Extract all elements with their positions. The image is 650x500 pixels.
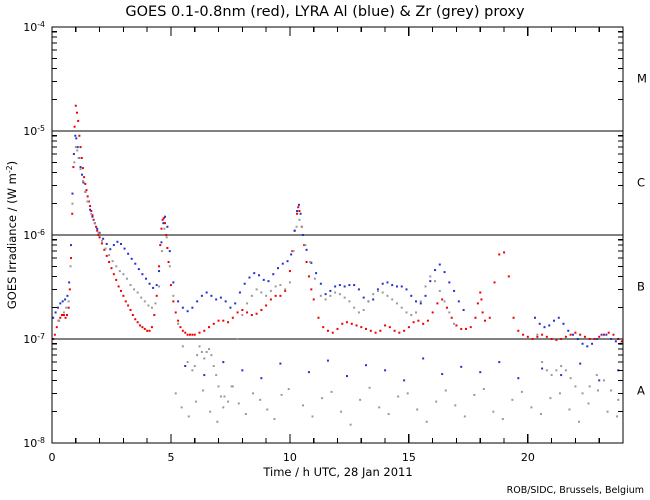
x-axis-ticks xyxy=(51,27,624,443)
y-tick-label: 10-4 xyxy=(23,20,45,34)
y-axis-tick-labels: 10-4 10-5 10-6 10-7 10-8 xyxy=(23,20,45,450)
y-tick-label: 10-6 xyxy=(23,228,45,242)
series-blue xyxy=(184,357,620,382)
x-tick-label: 20 xyxy=(521,451,535,464)
flare-class-labels: M C B A xyxy=(637,71,647,397)
x-tick-label: 10 xyxy=(283,451,297,464)
chart-title: GOES 0.1-0.8nm (red), LYRA Al (blue) & Z… xyxy=(125,4,525,20)
y-axis-label: GOES Irradiance / (W m-2) xyxy=(5,161,19,309)
series-red xyxy=(52,104,623,343)
right-axis-ticks xyxy=(614,26,623,444)
y-tick-label: 10-8 xyxy=(23,436,45,450)
y-tick-label: 10-7 xyxy=(23,332,45,346)
y-tick-label: 10-5 xyxy=(23,124,45,138)
reference-lines-group xyxy=(52,130,623,340)
x-tick-label: 15 xyxy=(402,451,416,464)
flare-class-label: A xyxy=(637,383,645,397)
flare-class-label: M xyxy=(637,71,647,85)
x-axis-tick-labels: 0 5 10 15 20 xyxy=(49,451,535,464)
credit-label: ROB/SIDC, Brussels, Belgium xyxy=(507,485,644,496)
x-tick-label: 0 xyxy=(49,451,56,464)
x-tick-label: 5 xyxy=(167,451,174,464)
series-grey xyxy=(58,146,620,409)
flare-class-label: B xyxy=(637,279,645,293)
x-axis-label: Time / h UTC, 28 Jan 2011 xyxy=(262,465,412,479)
y-axis-ticks xyxy=(52,26,61,444)
data-points-group xyxy=(52,104,623,426)
flare-class-label: C xyxy=(637,175,645,189)
series-grey xyxy=(174,385,619,426)
